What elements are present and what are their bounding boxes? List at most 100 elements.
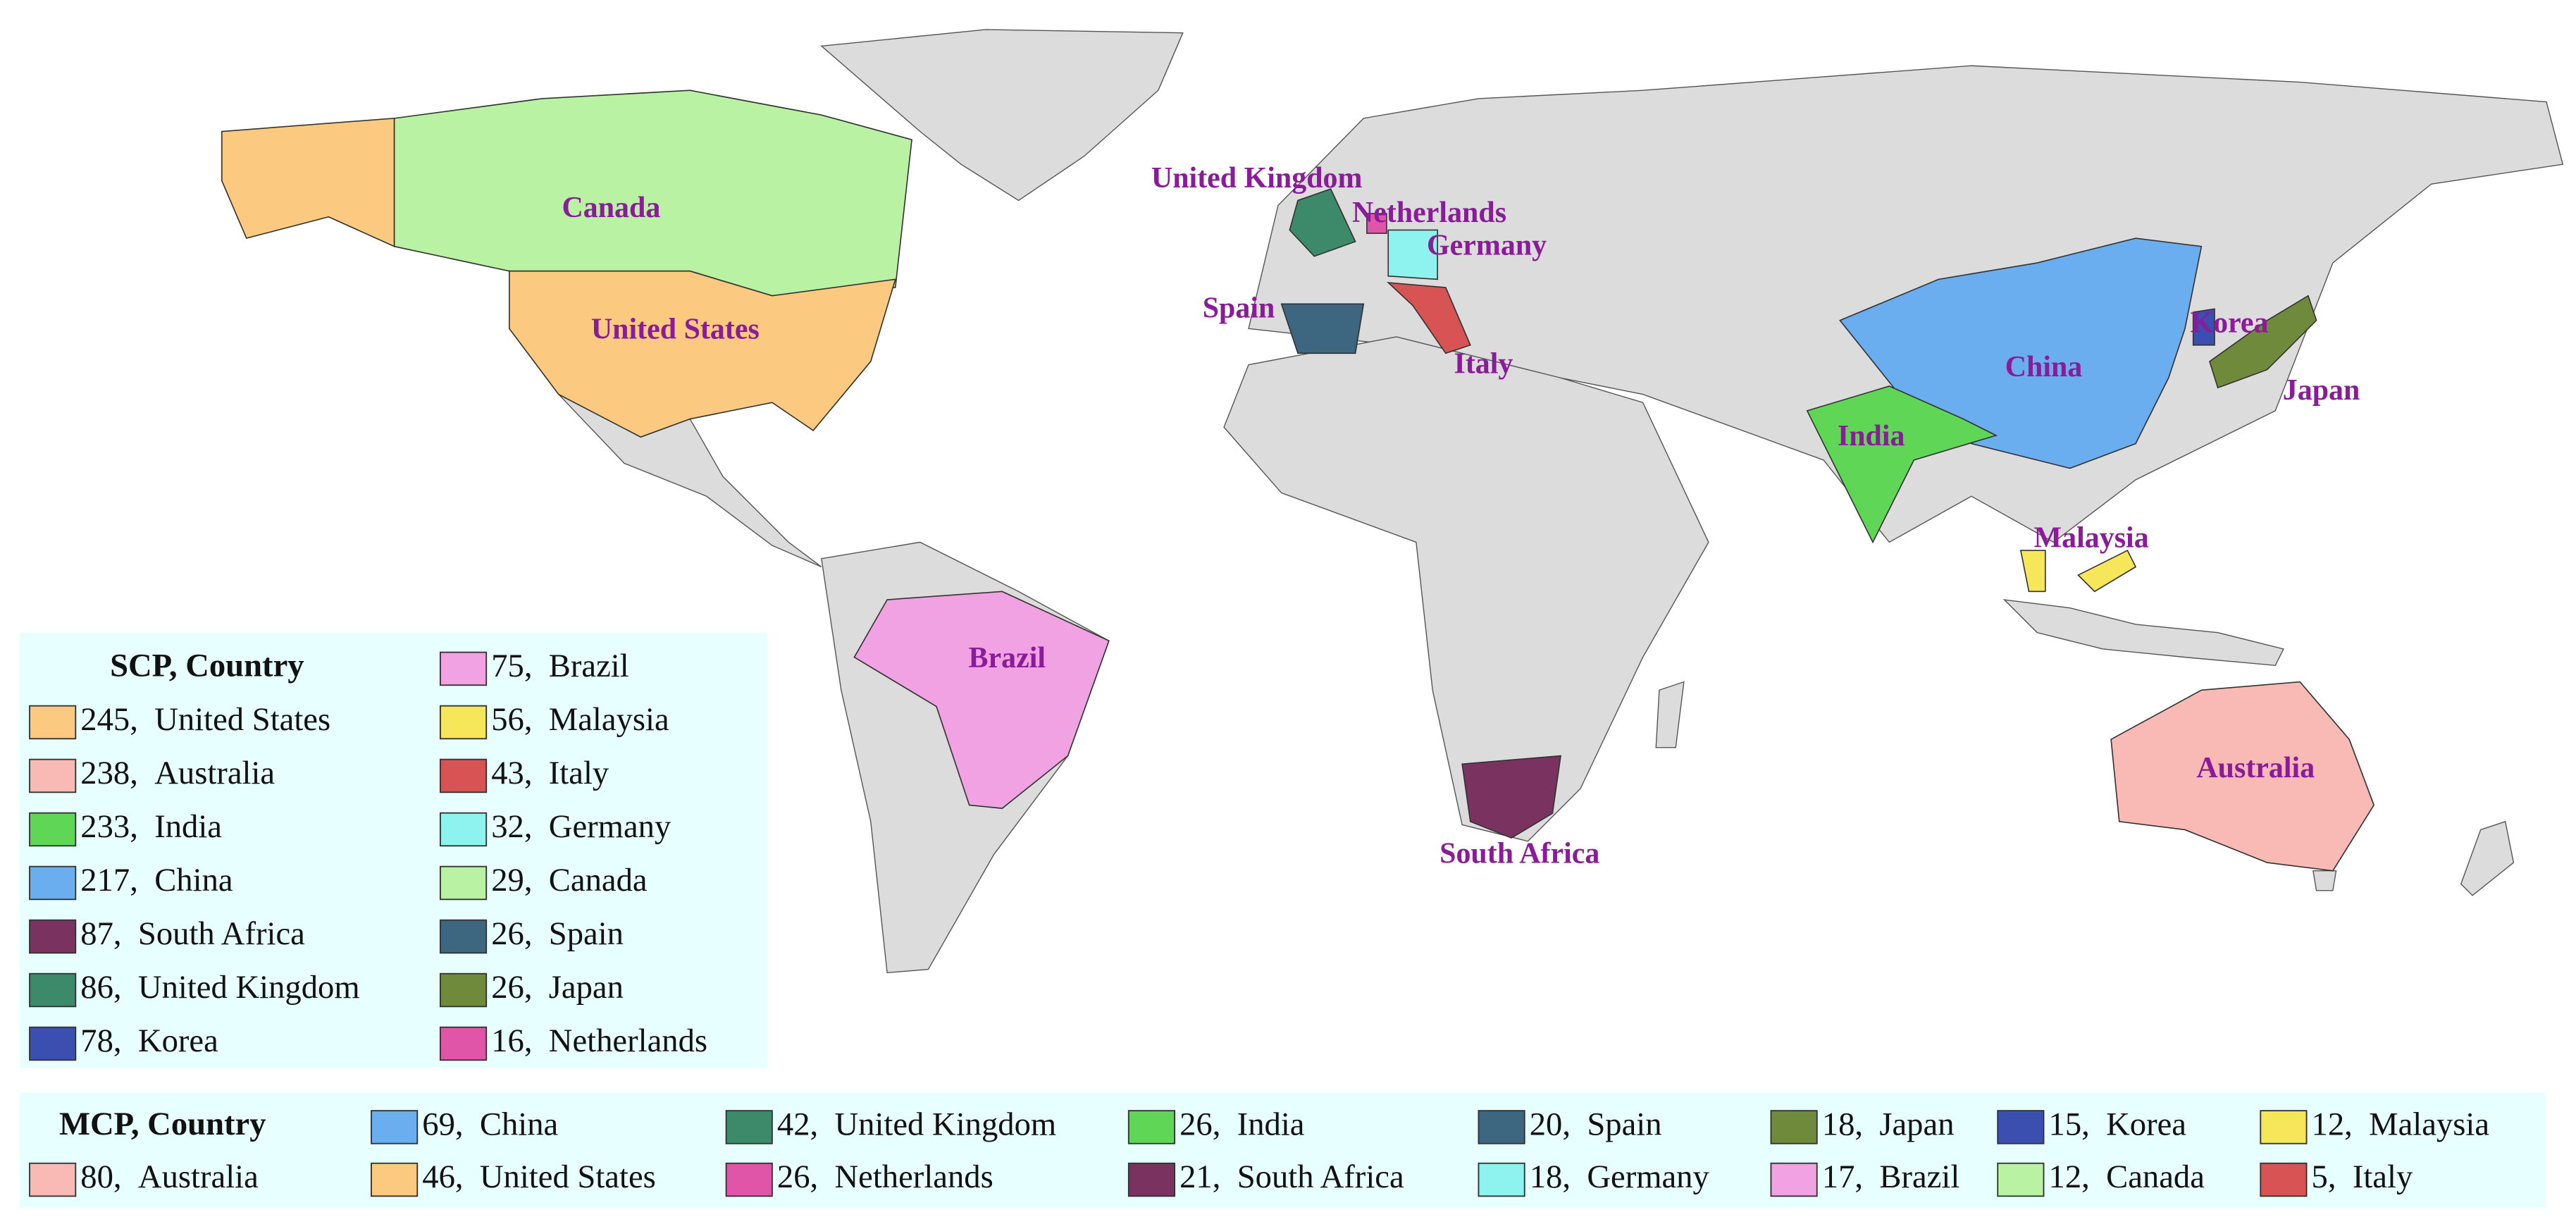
legend-swatch: [29, 1162, 77, 1197]
tasmania: [2312, 870, 2337, 891]
legend-country: South Africa: [138, 915, 305, 952]
legend-swatch: [439, 651, 488, 686]
legend-swatch: [1127, 1162, 1176, 1197]
brazil: [853, 591, 1110, 809]
africa: [1223, 336, 1709, 842]
legend-value: 12,: [2312, 1106, 2353, 1142]
legend-country: Spain: [1587, 1106, 1661, 1142]
legend-swatch: [371, 1162, 419, 1197]
country-label: Germany: [1427, 230, 1547, 262]
legend-value: 21,: [1179, 1159, 1220, 1195]
legend-entry: 20, Spain: [1530, 1106, 1662, 1142]
legend-country: Malaysia: [2369, 1106, 2489, 1142]
legend-country: India: [1237, 1106, 1305, 1142]
legend-country: Germany: [549, 808, 671, 845]
legend-entry: 233, India: [80, 808, 222, 845]
legend-entry: 80, Australia: [80, 1159, 259, 1195]
italy: [1386, 282, 1471, 354]
legend-country: United Kingdom: [138, 969, 360, 1006]
country-label: China: [2005, 351, 2083, 383]
legend-country: Japan: [549, 969, 624, 1006]
legend-swatch: [1770, 1110, 1818, 1144]
legend-value: 217,: [80, 862, 138, 898]
legend-entry: 26, India: [1179, 1106, 1305, 1142]
legend-country: Italy: [549, 755, 609, 791]
japan: [2209, 295, 2317, 389]
legend-swatch: [1478, 1162, 1525, 1197]
legend-entry: 29, Canada: [491, 862, 648, 898]
legend-swatch: [2260, 1162, 2308, 1197]
legend-value: 86,: [80, 969, 121, 1006]
legend-country: Australia: [154, 755, 275, 791]
greenland: [820, 29, 1184, 202]
legend-swatch: [439, 865, 488, 901]
legend-swatch: [2260, 1110, 2308, 1144]
country-label: Italy: [1454, 348, 1513, 381]
united-kingdom: [1289, 188, 1356, 257]
legend-swatch: [1997, 1110, 2045, 1144]
legend-entry: 21, South Africa: [1179, 1159, 1404, 1195]
legend-swatch: [1127, 1110, 1176, 1144]
legend-swatch: [29, 758, 77, 793]
legend-swatch: [439, 758, 488, 793]
legend-value: 5,: [2312, 1159, 2336, 1195]
legend-value: 15,: [2049, 1106, 2090, 1142]
legend-country: China: [154, 862, 233, 898]
legend-country: India: [154, 808, 222, 845]
legend-entry: 78, Korea: [80, 1023, 218, 1059]
alaska: [221, 117, 395, 247]
united-states: [509, 270, 896, 438]
legend-value: 87,: [80, 915, 121, 952]
country-label: United States: [591, 314, 760, 346]
legend-value: 46,: [422, 1159, 463, 1195]
legend-entry: 42, United Kingdom: [777, 1106, 1056, 1142]
legend-value: 233,: [80, 808, 138, 845]
canada: [393, 89, 912, 297]
legend-country: China: [480, 1106, 559, 1142]
legend-swatch: [1478, 1110, 1525, 1144]
legend-value: 26,: [1179, 1106, 1220, 1142]
legend-value: 26,: [777, 1159, 818, 1195]
legend-entry: 75, Brazil: [491, 648, 629, 684]
country-label: Australia: [2196, 752, 2315, 784]
legend-swatch: [29, 705, 77, 740]
legend-country: South Africa: [1237, 1159, 1404, 1195]
country-label: Netherlands: [1352, 197, 1506, 229]
legend-swatch: [1770, 1162, 1818, 1197]
legend-entry: 87, South Africa: [80, 915, 305, 952]
indonesia: [2002, 599, 2284, 667]
legend-value: 43,: [491, 755, 532, 791]
legend-swatch: [725, 1162, 773, 1197]
legend-country: United Kingdom: [834, 1106, 1056, 1142]
south-africa: [1461, 755, 1561, 839]
legend-entry: 46, United States: [422, 1159, 656, 1195]
mcp-legend-title: MCP, Country: [59, 1106, 266, 1142]
legend-swatch: [29, 919, 77, 954]
australia: [2110, 681, 2375, 872]
legend-swatch: [439, 972, 488, 1008]
netherlands: [1366, 213, 1387, 234]
legend-entry: 32, Germany: [491, 808, 671, 845]
country-label: Canada: [562, 192, 660, 224]
legend-entry: 217, China: [80, 862, 233, 898]
legend-value: 75,: [491, 648, 532, 684]
legend-value: 18,: [1530, 1159, 1571, 1195]
legend-entry: 18, Japan: [1822, 1106, 1955, 1142]
scp-legend-box: [20, 632, 767, 1068]
legend-swatch: [371, 1110, 419, 1144]
legend-entry: 26, Netherlands: [777, 1159, 993, 1195]
legend-entry: 26, Spain: [491, 915, 624, 952]
legend-value: 32,: [491, 808, 532, 845]
legend-country: Korea: [138, 1023, 218, 1059]
countries: [221, 89, 2375, 872]
legend-value: 245,: [80, 701, 138, 738]
country-label: South Africa: [1439, 837, 1599, 870]
legend-entry: 18, Germany: [1530, 1159, 1710, 1195]
legend-value: 78,: [80, 1023, 121, 1059]
legend-value: 12,: [2049, 1159, 2090, 1195]
legend-entry: 15, Korea: [2049, 1106, 2187, 1142]
legend-country: United States: [480, 1159, 656, 1195]
legend-entry: 5, Italy: [2312, 1159, 2413, 1195]
country-label: Japan: [2283, 374, 2360, 407]
